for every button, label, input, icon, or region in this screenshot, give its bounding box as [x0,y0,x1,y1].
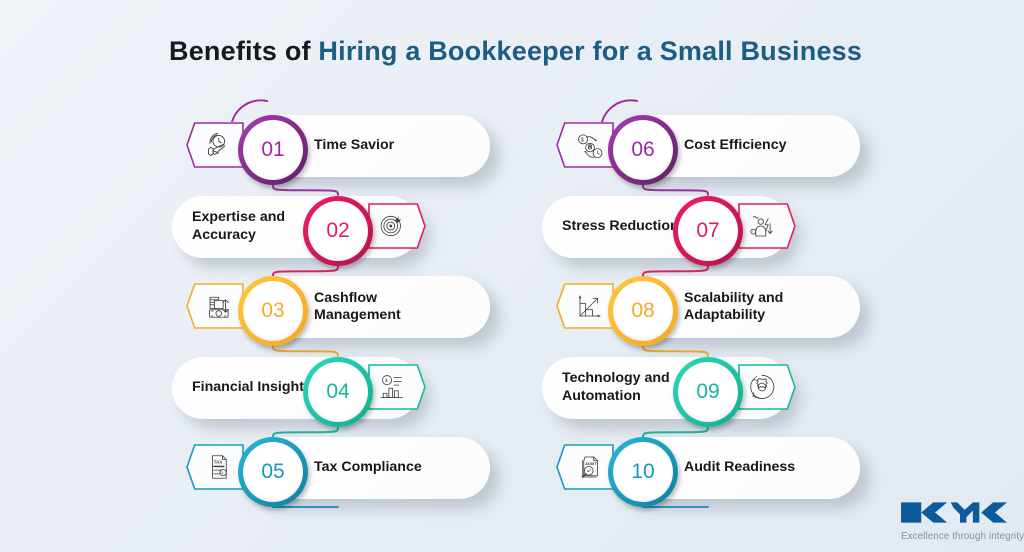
svg-text:!: ! [753,230,754,234]
svg-text:TAX: TAX [213,459,221,464]
svg-text:$: $ [221,471,223,475]
svg-text:$: $ [580,137,583,143]
svg-text:AUDIT: AUDIT [585,462,597,466]
svg-text:$: $ [385,378,388,384]
